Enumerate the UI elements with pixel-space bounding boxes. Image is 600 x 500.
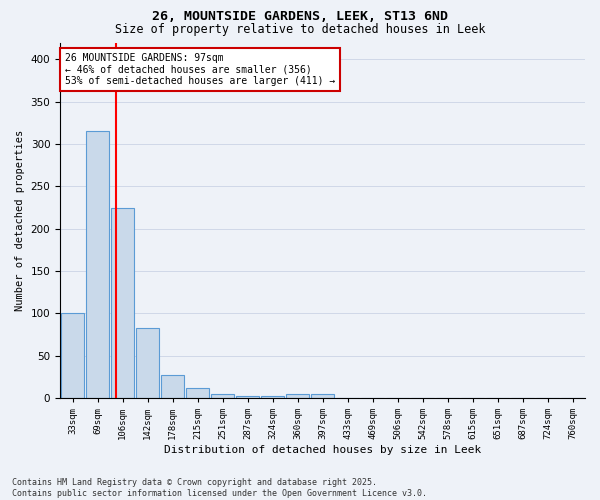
Bar [236, 396, 259, 398]
Bar [286, 394, 310, 398]
Bar [86, 132, 109, 398]
X-axis label: Distribution of detached houses by size in Leek: Distribution of detached houses by size … [164, 445, 481, 455]
Bar [136, 328, 160, 398]
Text: 26 MOUNTSIDE GARDENS: 97sqm
← 46% of detached houses are smaller (356)
53% of se: 26 MOUNTSIDE GARDENS: 97sqm ← 46% of det… [65, 53, 335, 86]
Text: Contains HM Land Registry data © Crown copyright and database right 2025.
Contai: Contains HM Land Registry data © Crown c… [12, 478, 427, 498]
Bar [61, 314, 85, 398]
Text: 26, MOUNTSIDE GARDENS, LEEK, ST13 6ND: 26, MOUNTSIDE GARDENS, LEEK, ST13 6ND [152, 10, 448, 23]
Y-axis label: Number of detached properties: Number of detached properties [15, 130, 25, 311]
Text: Size of property relative to detached houses in Leek: Size of property relative to detached ho… [115, 22, 485, 36]
Bar [110, 208, 134, 398]
Bar [185, 388, 209, 398]
Bar [260, 396, 284, 398]
Bar [161, 376, 184, 398]
Bar [311, 394, 334, 398]
Bar [211, 394, 235, 398]
